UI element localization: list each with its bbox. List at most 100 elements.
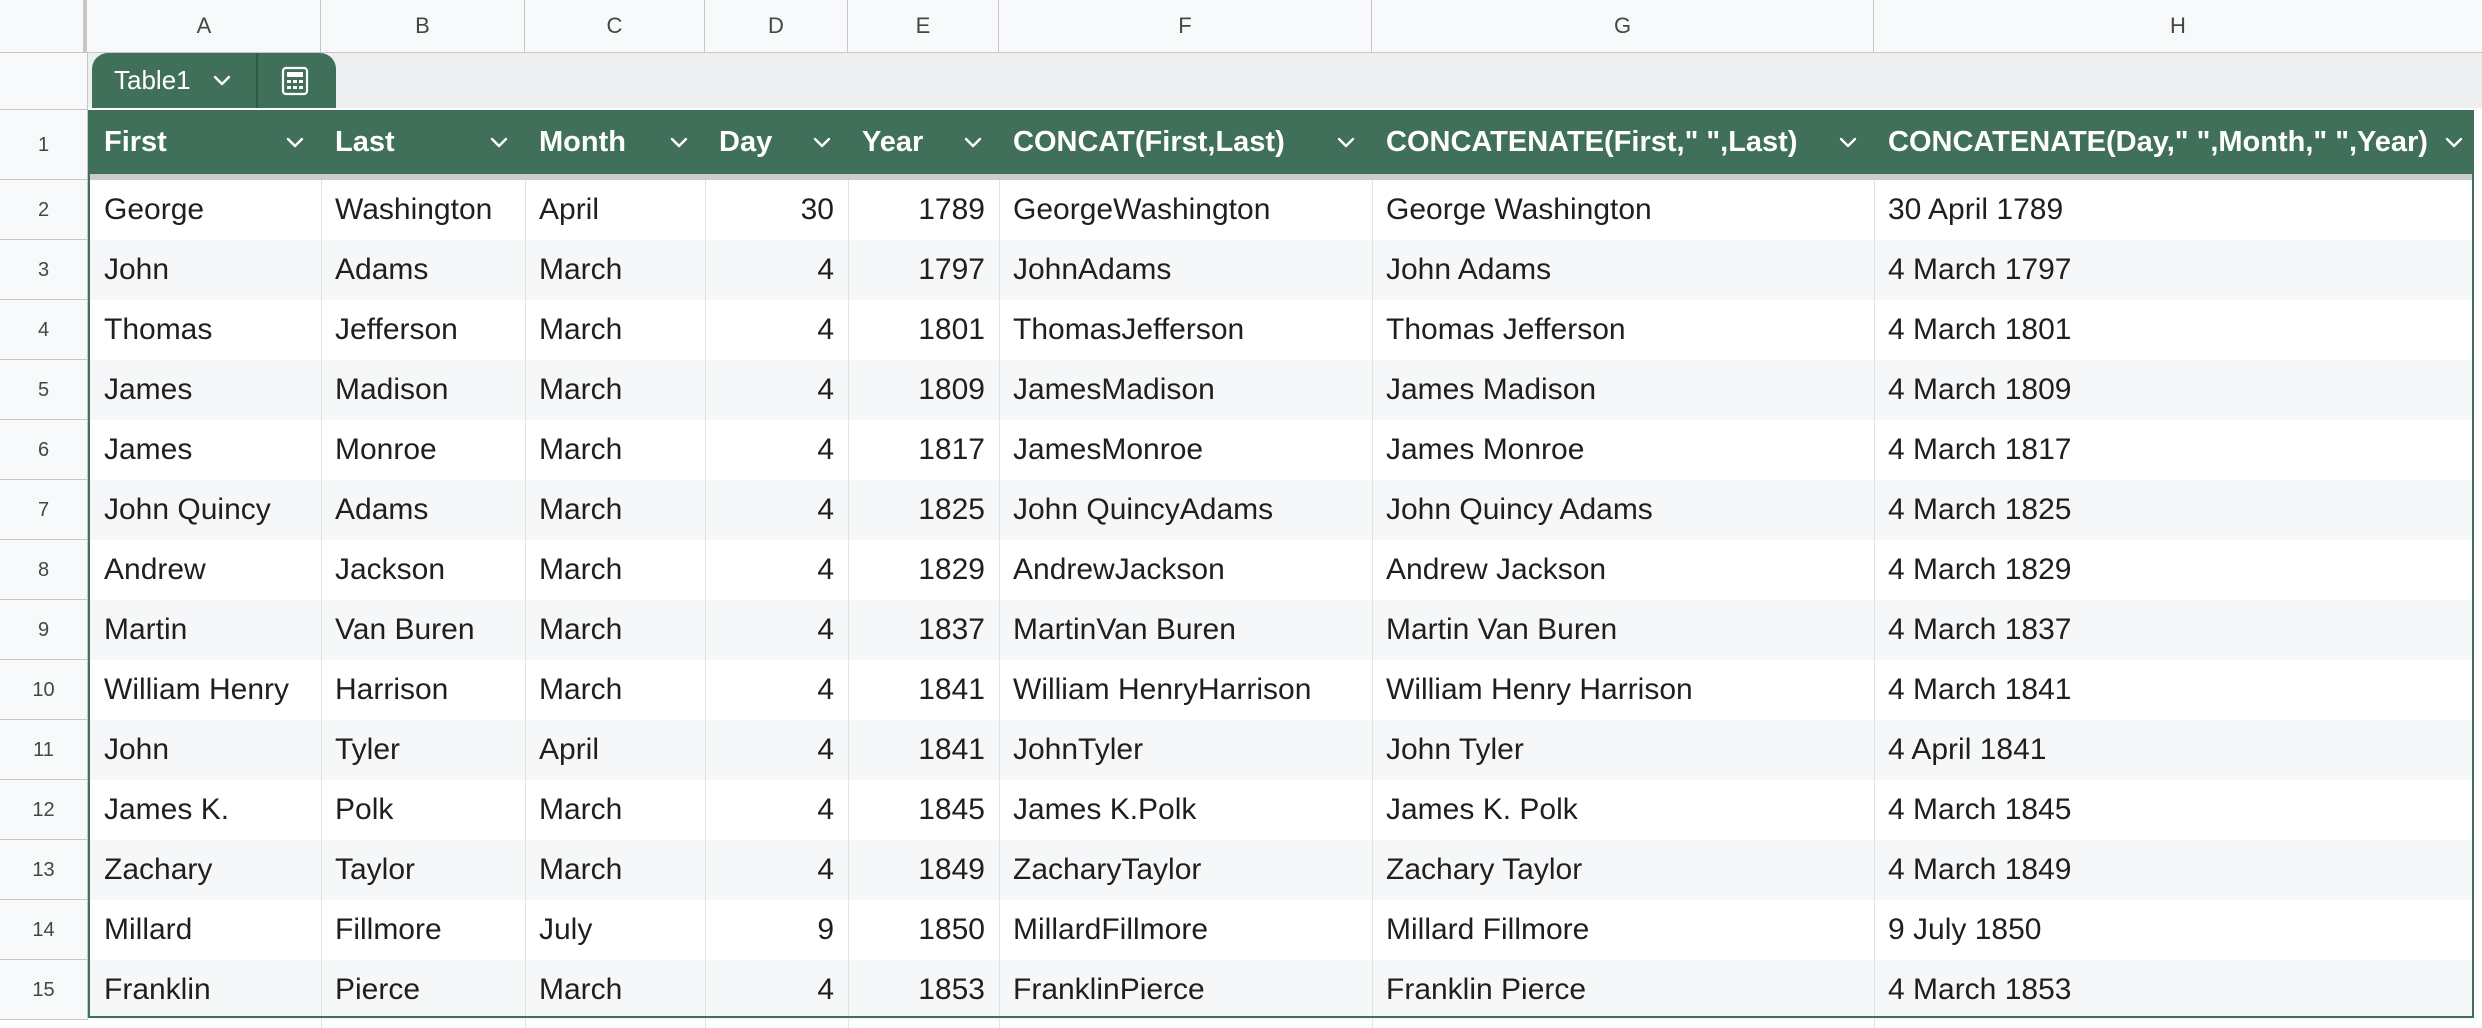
- cell-day[interactable]: 4: [817, 793, 834, 826]
- cell-last[interactable]: Adams: [335, 253, 429, 286]
- cell-concat[interactable]: ThomasJefferson: [1013, 313, 1245, 346]
- chevron-down-icon[interactable]: [810, 131, 834, 155]
- cell-year[interactable]: 1845: [918, 793, 985, 826]
- chevron-down-icon[interactable]: [2442, 131, 2466, 155]
- cell-day[interactable]: 4: [817, 613, 834, 646]
- row-header-1[interactable]: 1: [0, 110, 88, 180]
- cell-full[interactable]: Andrew Jackson: [1386, 553, 1607, 586]
- cell-concat[interactable]: MartinVan Buren: [1013, 613, 1236, 646]
- cell-last[interactable]: Polk: [335, 793, 394, 826]
- table-name-chip[interactable]: Table1: [92, 53, 336, 108]
- calculator-icon[interactable]: [280, 66, 310, 96]
- cell-first[interactable]: John Quincy: [104, 493, 271, 526]
- cell-year[interactable]: 1817: [918, 433, 985, 466]
- cell-first[interactable]: James: [104, 433, 193, 466]
- cell-month[interactable]: March: [539, 313, 623, 346]
- column-header-a[interactable]: A: [88, 0, 321, 52]
- cell-month[interactable]: July: [539, 913, 593, 946]
- row-header-7[interactable]: 7: [0, 480, 88, 540]
- cell-first[interactable]: Millard: [104, 913, 193, 946]
- cell-year[interactable]: 1789: [918, 193, 985, 226]
- cell-month[interactable]: March: [539, 673, 623, 706]
- cell-day[interactable]: 4: [817, 673, 834, 706]
- row-header-4[interactable]: 4: [0, 300, 88, 360]
- cell-first[interactable]: Martin: [104, 613, 188, 646]
- cell-full[interactable]: John Adams: [1386, 253, 1552, 286]
- header-month[interactable]: Month: [525, 110, 705, 174]
- cell-date[interactable]: 4 March 1841: [1888, 673, 2072, 706]
- cell-full[interactable]: John Tyler: [1386, 733, 1524, 766]
- cell-date[interactable]: 4 March 1845: [1888, 793, 2072, 826]
- cell-last[interactable]: Taylor: [335, 853, 416, 886]
- cell-year[interactable]: 1825: [918, 493, 985, 526]
- cell-year[interactable]: 1797: [918, 253, 985, 286]
- cell-concat[interactable]: JohnAdams: [1013, 253, 1172, 286]
- cell-year[interactable]: 1801: [918, 313, 985, 346]
- cell-month[interactable]: March: [539, 253, 623, 286]
- cell-month[interactable]: March: [539, 493, 623, 526]
- cell-year[interactable]: 1837: [918, 613, 985, 646]
- cell-date[interactable]: 30 April 1789: [1888, 193, 2064, 226]
- cell-concat[interactable]: JohnTyler: [1013, 733, 1144, 766]
- cell-date[interactable]: 4 March 1817: [1888, 433, 2072, 466]
- row-header-12[interactable]: 12: [0, 780, 88, 840]
- cell-first[interactable]: John: [104, 253, 170, 286]
- chevron-down-icon[interactable]: [487, 131, 511, 155]
- cell-day[interactable]: 4: [817, 553, 834, 586]
- row-header-2[interactable]: 2: [0, 180, 88, 240]
- column-header-d[interactable]: D: [705, 0, 848, 52]
- cell-full[interactable]: Franklin Pierce: [1386, 973, 1587, 1006]
- cell-year[interactable]: 1841: [918, 673, 985, 706]
- column-header-g[interactable]: G: [1372, 0, 1874, 52]
- cell-year[interactable]: 1841: [918, 733, 985, 766]
- column-header-e[interactable]: E: [848, 0, 999, 52]
- cell-last[interactable]: Washington: [335, 193, 493, 226]
- cell-concat[interactable]: William HenryHarrison: [1013, 673, 1312, 706]
- cell-concat[interactable]: AndrewJackson: [1013, 553, 1225, 586]
- chevron-down-icon[interactable]: [1334, 131, 1358, 155]
- cell-date[interactable]: 4 March 1849: [1888, 853, 2072, 886]
- row-header-8[interactable]: 8: [0, 540, 88, 600]
- chevron-down-icon[interactable]: [667, 131, 691, 155]
- cell-concat[interactable]: James K.Polk: [1013, 793, 1197, 826]
- cell-last[interactable]: Jackson: [335, 553, 446, 586]
- cell-first[interactable]: Andrew: [104, 553, 206, 586]
- cell-day[interactable]: 4: [817, 253, 834, 286]
- cell-date[interactable]: 4 March 1825: [1888, 493, 2072, 526]
- row-header-5[interactable]: 5: [0, 360, 88, 420]
- cell-first[interactable]: George: [104, 193, 205, 226]
- cell-year[interactable]: 1853: [918, 973, 985, 1006]
- cell-full[interactable]: George Washington: [1386, 193, 1652, 226]
- cell-month[interactable]: March: [539, 373, 623, 406]
- cell-year[interactable]: 1809: [918, 373, 985, 406]
- cell-full[interactable]: John Quincy Adams: [1386, 493, 1653, 526]
- cell-year[interactable]: 1849: [918, 853, 985, 886]
- cell-concat[interactable]: JamesMonroe: [1013, 433, 1204, 466]
- cell-concat[interactable]: ZacharyTaylor: [1013, 853, 1202, 886]
- row-header-3[interactable]: 3: [0, 240, 88, 300]
- row-header-6[interactable]: 6: [0, 420, 88, 480]
- header-concat[interactable]: CONCAT(First,Last): [999, 110, 1372, 174]
- cell-month[interactable]: April: [539, 193, 600, 226]
- chevron-down-icon[interactable]: [961, 131, 985, 155]
- cell-full[interactable]: Zachary Taylor: [1386, 853, 1583, 886]
- cell-month[interactable]: March: [539, 433, 623, 466]
- cell-day[interactable]: 4: [817, 313, 834, 346]
- chevron-down-icon[interactable]: [283, 131, 307, 155]
- cell-day[interactable]: 4: [817, 733, 834, 766]
- row-header-11[interactable]: 11: [0, 720, 88, 780]
- cell-concat[interactable]: FranklinPierce: [1013, 973, 1205, 1006]
- header-day[interactable]: Day: [705, 110, 848, 174]
- cell-date[interactable]: 4 March 1797: [1888, 253, 2072, 286]
- row-header-10[interactable]: 10: [0, 660, 88, 720]
- row-header-9[interactable]: 9: [0, 600, 88, 660]
- cell-month[interactable]: March: [539, 793, 623, 826]
- chevron-down-icon[interactable]: [1836, 131, 1860, 155]
- cell-date[interactable]: 4 March 1801: [1888, 313, 2072, 346]
- cell-date[interactable]: 4 March 1829: [1888, 553, 2072, 586]
- cell-month[interactable]: March: [539, 973, 623, 1006]
- cell-date[interactable]: 4 March 1809: [1888, 373, 2072, 406]
- header-concatenate-date[interactable]: CONCATENATE(Day," ",Month," ",Year): [1874, 110, 2472, 174]
- cell-last[interactable]: Jefferson: [335, 313, 458, 346]
- cell-day[interactable]: 30: [800, 193, 834, 226]
